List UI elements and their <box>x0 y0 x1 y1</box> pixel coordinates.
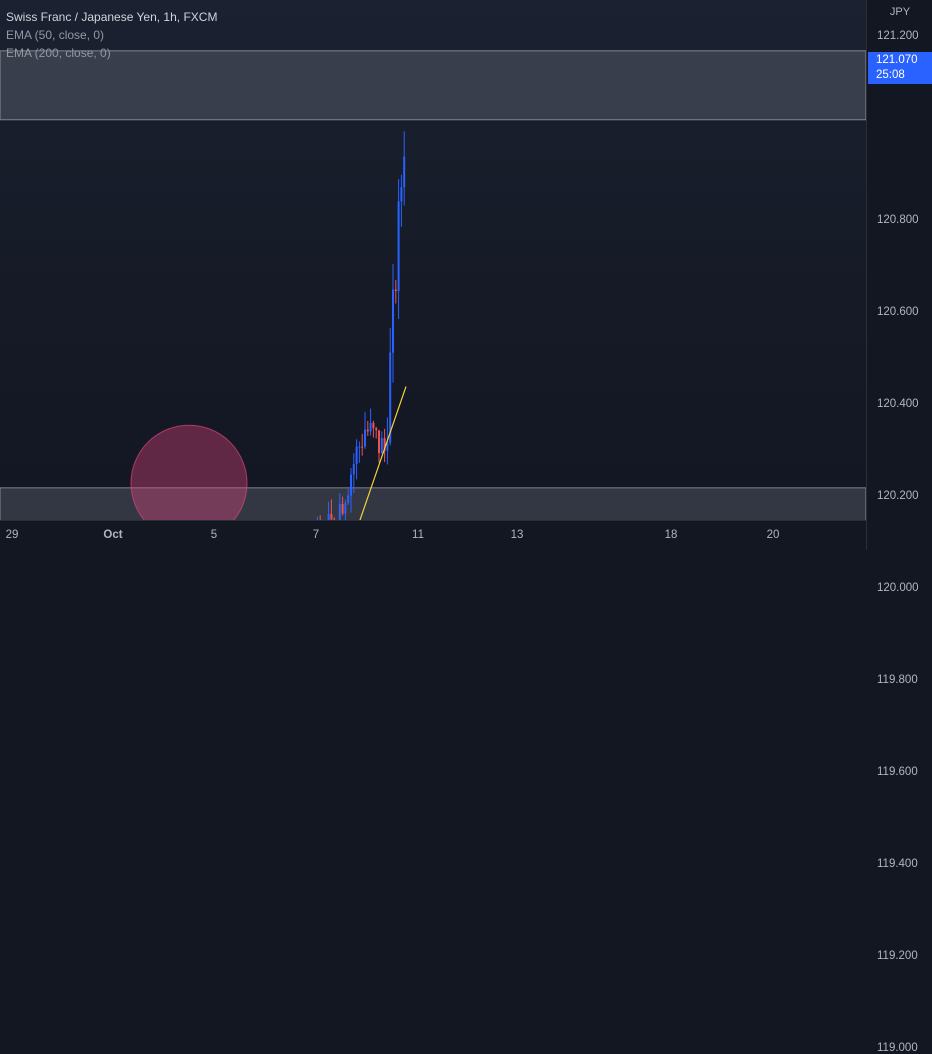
candle <box>392 264 394 383</box>
price-tick-label: 119.200 <box>877 950 918 962</box>
time-tick-label: Oct <box>103 529 122 541</box>
candle <box>403 131 405 205</box>
currency-unit-label: JPY <box>867 6 932 18</box>
candle <box>353 453 355 493</box>
candle <box>372 421 374 438</box>
price-tick-label: 120.000 <box>877 582 919 594</box>
candle <box>389 328 391 445</box>
candle <box>361 434 363 456</box>
chart-svg[interactable] <box>0 0 866 520</box>
candle <box>395 280 397 304</box>
chart-legend: Swiss Franc / Japanese Yen, 1h, FXCM EMA… <box>6 8 217 62</box>
time-tick-label: 29 <box>6 529 19 541</box>
price-tick-label: 119.600 <box>877 766 918 778</box>
price-tick-label: 120.600 <box>877 306 919 318</box>
last-price-value: 121.070 <box>876 53 932 68</box>
candle <box>375 427 377 439</box>
last-price-badge: 121.070 25:08 <box>868 52 932 84</box>
price-tick-label: 121.200 <box>877 30 919 42</box>
price-tick-label: 119.000 <box>877 1042 918 1054</box>
candle <box>364 412 366 449</box>
time-tick-label: 5 <box>211 529 217 541</box>
price-axis[interactable]: JPY 121.200 120.800 120.600 120.400 120.200 1… <box>866 0 932 550</box>
ema-200-label[interactable]: EMA (200, close, 0) <box>6 44 217 62</box>
candle <box>400 175 402 227</box>
candle <box>370 408 372 435</box>
price-tick-label: 120.200 <box>877 490 919 502</box>
time-tick-label: 13 <box>511 529 524 541</box>
time-tick-label: 7 <box>313 529 319 541</box>
support-zone[interactable] <box>0 488 866 520</box>
chart-root: Swiss Franc / Japanese Yen, 1h, FXCM EMA… <box>0 0 932 550</box>
price-tick-label: 119.800 <box>877 674 918 686</box>
price-tick-label: 119.400 <box>877 858 918 870</box>
price-tick-label: 120.800 <box>877 214 919 226</box>
time-axis[interactable]: 29 Oct 5 7 11 13 18 20 <box>0 520 866 551</box>
time-tick-label: 11 <box>412 529 424 541</box>
candle <box>381 431 383 453</box>
time-tick-label: 20 <box>767 529 780 541</box>
symbol-title[interactable]: Swiss Franc / Japanese Yen, 1h, FXCM <box>6 8 217 26</box>
candle <box>367 421 369 436</box>
bar-countdown: 25:08 <box>876 68 932 83</box>
highlight-circle[interactable] <box>131 425 247 520</box>
time-tick-label: 18 <box>665 529 678 541</box>
candle <box>378 430 380 462</box>
candle <box>358 441 360 462</box>
candle <box>356 439 358 479</box>
chart-plot[interactable]: Swiss Franc / Japanese Yen, 1h, FXCM EMA… <box>0 0 866 520</box>
ema-50-label[interactable]: EMA (50, close, 0) <box>6 26 217 44</box>
price-tick-label: 120.400 <box>877 398 919 410</box>
candle <box>398 179 400 319</box>
